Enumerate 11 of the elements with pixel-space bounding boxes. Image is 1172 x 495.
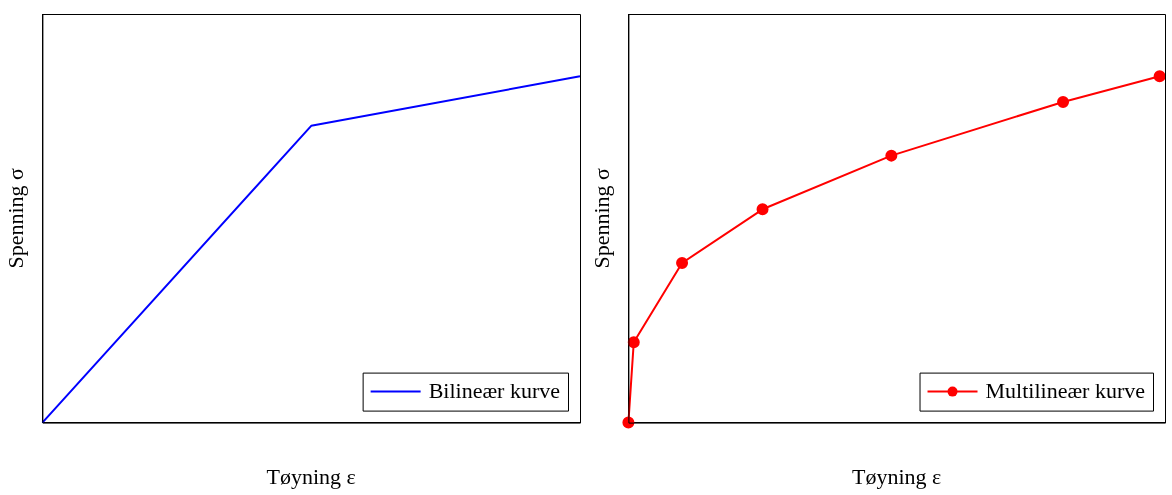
legend-label: Multilineær kurve xyxy=(985,378,1146,404)
y-axis-title: Spenning σ xyxy=(2,167,28,269)
point xyxy=(885,149,898,162)
legend-label: Bilineær kurve xyxy=(428,378,561,404)
y-axis-title: Spenning σ xyxy=(588,167,614,269)
x-axis-title: Tøyning ε xyxy=(852,463,942,489)
point xyxy=(1057,95,1070,108)
point xyxy=(756,203,769,216)
x-axis-title: Tøyning ε xyxy=(266,463,356,489)
point xyxy=(676,256,689,269)
point xyxy=(1153,70,1166,83)
